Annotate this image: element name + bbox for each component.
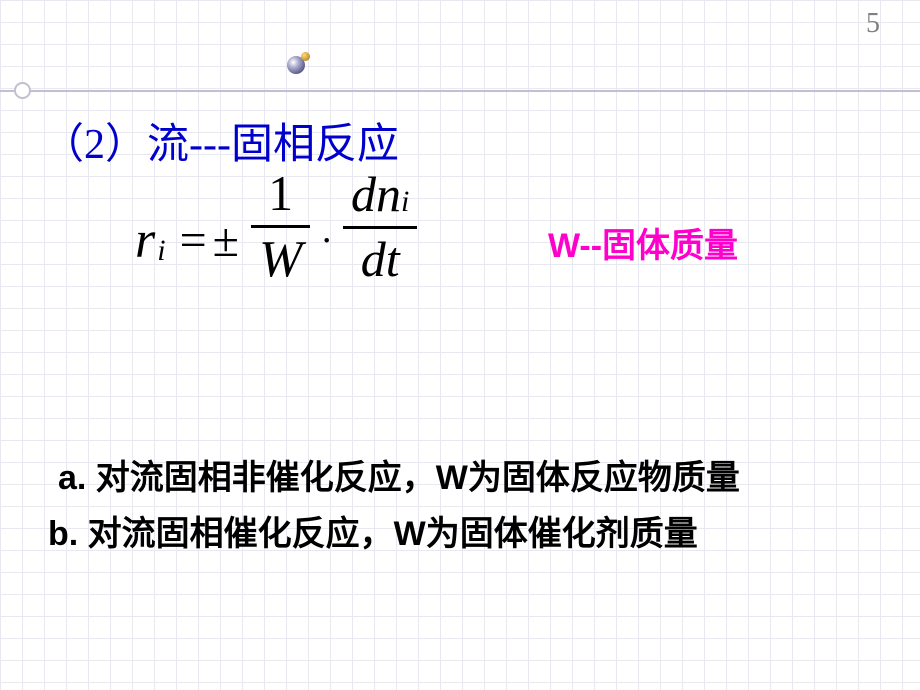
eq-fraction-1: 1 W — [251, 165, 310, 289]
eq-frac1-numerator: 1 — [268, 165, 293, 221]
page-number: 5 — [866, 8, 880, 40]
note-a: a. 对流固相非催化反应，W为固体反应物质量 — [58, 450, 740, 499]
eq-frac2-n: n — [376, 166, 401, 224]
eq-plusminus: ± — [213, 217, 239, 265]
note-b: b. 对流固相催化反应，W为固体催化剂质量 — [48, 506, 698, 555]
eq-sub-i: i — [157, 236, 165, 266]
eq-frac1-line — [251, 225, 310, 228]
eq-equals: = — [180, 217, 207, 265]
label-w-definition: W--固体质量 — [548, 218, 738, 267]
eq-frac1-denominator: W — [259, 231, 302, 288]
eq-var-r: r — [135, 215, 155, 267]
section-title: （2）流---固相反应 — [42, 110, 399, 171]
eq-fraction-2: d n i dt — [343, 166, 417, 288]
eq-frac2-sub-i: i — [401, 185, 409, 220]
eq-frac2-d: d — [351, 166, 376, 224]
eq-cdot: · — [320, 222, 333, 260]
ornament-sphere-icon — [283, 52, 309, 78]
horizontal-rule-cap-icon — [14, 82, 31, 99]
horizontal-rule — [0, 90, 920, 92]
eq-frac2-line — [343, 226, 417, 229]
eq-frac2-denominator: dt — [361, 231, 400, 287]
rate-equation: r i = ± 1 W · d n i dt — [135, 165, 421, 289]
